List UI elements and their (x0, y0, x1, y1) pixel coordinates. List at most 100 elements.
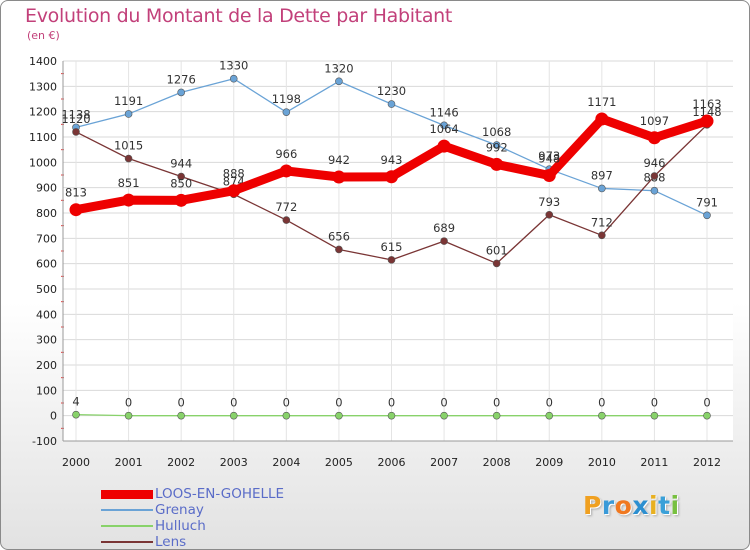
x-tick-label: 2009 (535, 456, 563, 469)
data-label: 0 (283, 396, 290, 410)
data-label: 712 (591, 215, 613, 229)
data-point (598, 411, 606, 420)
y-tick-label: 300 (36, 334, 57, 347)
data-point (595, 112, 609, 126)
x-tick-label: 2000 (62, 456, 90, 469)
data-point (385, 170, 398, 184)
data-point (650, 172, 659, 180)
data-label: 943 (381, 153, 403, 167)
y-tick-label: -100 (32, 435, 57, 448)
data-point (69, 203, 83, 217)
data-point (700, 114, 714, 128)
data-label: 0 (546, 396, 553, 410)
y-tick-label: 600 (36, 258, 57, 271)
data-label: 1171 (587, 95, 616, 109)
data-point (440, 237, 448, 245)
legend-swatch (101, 541, 153, 543)
data-label: 0 (703, 396, 710, 410)
data-label: 1320 (324, 61, 353, 75)
data-label: 897 (591, 168, 613, 182)
data-point (437, 139, 451, 153)
data-point (492, 141, 501, 149)
data-label: 851 (118, 176, 140, 190)
logo-letter: i (649, 491, 659, 520)
data-label: 1148 (692, 105, 721, 119)
y-tick-label: 800 (36, 207, 57, 220)
legend-label: Hulluch (155, 518, 206, 534)
data-point (598, 184, 606, 193)
data-point (387, 256, 396, 264)
data-label: 948 (538, 152, 560, 166)
y-tick-label: 400 (36, 308, 57, 321)
data-point (703, 411, 711, 420)
data-point (703, 211, 711, 220)
y-tick-label: 1000 (29, 156, 57, 169)
data-point (387, 411, 396, 420)
y-tick-label: 900 (36, 182, 57, 195)
x-tick-label: 2011 (640, 456, 668, 469)
data-label: 1064 (429, 122, 458, 136)
legend-label: LOOS-EN-GOHELLE (155, 486, 285, 502)
data-point (177, 88, 185, 97)
data-label: 1068 (482, 125, 511, 139)
data-label: 0 (230, 396, 237, 410)
data-label: 1191 (114, 94, 143, 108)
data-label: 615 (381, 240, 403, 254)
y-tick-label: 0 (50, 410, 57, 423)
y-tick-label: 700 (36, 232, 57, 245)
data-point (177, 411, 185, 420)
data-label: 850 (170, 176, 192, 190)
data-point (492, 411, 501, 420)
data-label: 1146 (429, 105, 458, 119)
logo-letter: r (601, 491, 615, 520)
x-tick-label: 2002 (167, 456, 195, 469)
data-point (124, 411, 133, 420)
x-tick-label: 2006 (378, 456, 406, 469)
y-tick-label: 1400 (29, 55, 57, 68)
data-label: 1198 (272, 92, 301, 106)
data-point (490, 157, 504, 171)
data-label: 791 (696, 195, 718, 209)
data-point (598, 231, 606, 240)
logo-letter: i (670, 491, 680, 520)
x-tick-label: 2012 (693, 456, 721, 469)
data-point (282, 411, 291, 420)
data-label: 1230 (377, 84, 406, 98)
data-label: 966 (275, 147, 297, 161)
data-label: 0 (651, 396, 658, 410)
proxiti-logo: Proxiti (583, 491, 680, 520)
data-label: 601 (486, 243, 508, 257)
data-label: 1276 (167, 72, 196, 86)
grid (63, 60, 733, 442)
data-label: 0 (125, 396, 132, 410)
data-point (647, 131, 661, 145)
data-point (440, 411, 448, 420)
data-label: 689 (433, 221, 455, 235)
y-tick-label: 100 (36, 384, 57, 397)
data-label: 946 (643, 156, 665, 170)
data-point (177, 172, 185, 181)
legend-swatch (101, 525, 153, 527)
data-label: 813 (65, 186, 87, 200)
logo-letter: P (583, 491, 602, 520)
y-tick-label: 1100 (29, 131, 57, 144)
data-label: 1120 (61, 112, 90, 126)
legend-label: Grenay (155, 502, 204, 518)
data-point (387, 100, 396, 108)
data-point (174, 193, 188, 207)
data-point (227, 184, 241, 198)
data-label: 0 (493, 396, 500, 410)
data-point (124, 154, 133, 163)
data-point (72, 128, 80, 136)
data-point (335, 245, 343, 254)
data-label: 1015 (114, 139, 143, 153)
data-label: 973 (538, 149, 560, 163)
data-point (122, 193, 136, 207)
data-label: 942 (328, 153, 350, 167)
data-label: 1163 (692, 97, 721, 111)
x-tick-label: 2010 (588, 456, 616, 469)
data-point (542, 169, 556, 183)
data-label: 1097 (640, 114, 669, 128)
